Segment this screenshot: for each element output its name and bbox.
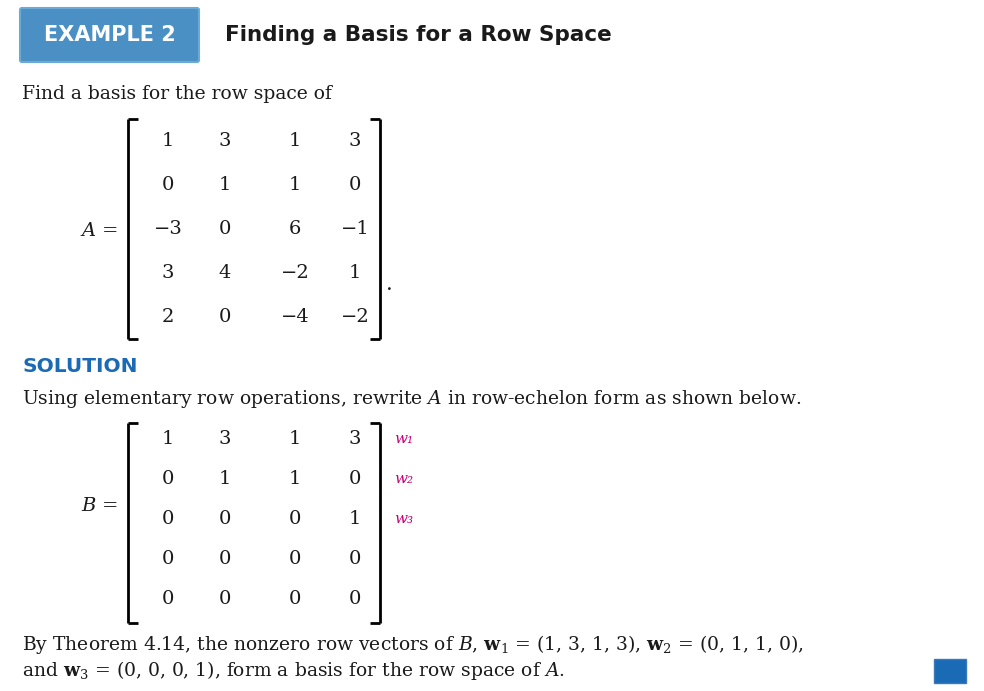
Text: 1: 1 (218, 176, 231, 194)
FancyBboxPatch shape (20, 8, 199, 62)
Text: 0: 0 (348, 176, 361, 194)
Text: −2: −2 (280, 264, 309, 282)
Text: 1: 1 (161, 430, 174, 448)
Text: 1: 1 (218, 470, 231, 488)
Text: 4: 4 (218, 264, 231, 282)
Text: 0: 0 (289, 510, 301, 528)
Text: −3: −3 (154, 220, 182, 238)
Text: 0: 0 (218, 510, 231, 528)
Text: 1: 1 (289, 176, 301, 194)
Text: 3: 3 (218, 132, 231, 150)
Text: 1: 1 (161, 132, 174, 150)
Text: 6: 6 (289, 220, 301, 238)
Text: 0: 0 (218, 590, 231, 608)
Text: 0: 0 (161, 590, 174, 608)
Text: 0: 0 (218, 550, 231, 568)
FancyBboxPatch shape (934, 659, 966, 683)
Text: 2: 2 (161, 308, 174, 326)
Text: By Theorem 4.14, the nonzero row vectors of $B$, $\mathbf{w}_1$ = (1, 3, 1, 3), : By Theorem 4.14, the nonzero row vectors… (22, 634, 804, 656)
Text: 3: 3 (161, 264, 174, 282)
Text: w₂: w₂ (394, 472, 413, 486)
Text: −1: −1 (340, 220, 369, 238)
Text: $B$ =: $B$ = (81, 497, 118, 515)
Text: and $\mathbf{w}_3$ = (0, 0, 0, 1), form a basis for the row space of $A$.: and $\mathbf{w}_3$ = (0, 0, 0, 1), form … (22, 659, 565, 683)
Text: 1: 1 (289, 470, 301, 488)
Text: 0: 0 (218, 308, 231, 326)
Text: 0: 0 (289, 590, 301, 608)
Text: w₃: w₃ (394, 512, 413, 526)
Text: .: . (386, 274, 393, 294)
Text: 3: 3 (348, 430, 361, 448)
Text: 0: 0 (161, 176, 174, 194)
Text: 1: 1 (289, 430, 301, 448)
Text: Find a basis for the row space of: Find a basis for the row space of (22, 85, 332, 103)
Text: Finding a Basis for a Row Space: Finding a Basis for a Row Space (225, 25, 612, 45)
Text: −2: −2 (340, 308, 369, 326)
Text: 1: 1 (348, 510, 361, 528)
Text: 1: 1 (348, 264, 361, 282)
Text: 0: 0 (289, 550, 301, 568)
Text: 0: 0 (348, 550, 361, 568)
Text: 0: 0 (161, 550, 174, 568)
Text: 0: 0 (161, 470, 174, 488)
Text: EXAMPLE 2: EXAMPLE 2 (43, 25, 175, 45)
Text: 0: 0 (161, 510, 174, 528)
Text: 0: 0 (348, 470, 361, 488)
Text: 0: 0 (218, 220, 231, 238)
Text: 1: 1 (289, 132, 301, 150)
Text: −4: −4 (280, 308, 309, 326)
Text: 3: 3 (348, 132, 361, 150)
Text: SOLUTION: SOLUTION (22, 357, 138, 375)
Text: w₁: w₁ (394, 432, 413, 446)
Text: Using elementary row operations, rewrite $A$ in row-echelon form as shown below.: Using elementary row operations, rewrite… (22, 388, 801, 410)
Text: 0: 0 (348, 590, 361, 608)
Text: $A$ =: $A$ = (80, 222, 118, 240)
Text: 3: 3 (218, 430, 231, 448)
